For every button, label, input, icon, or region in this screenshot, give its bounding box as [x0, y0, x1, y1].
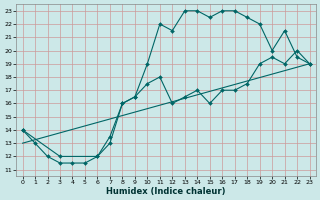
X-axis label: Humidex (Indice chaleur): Humidex (Indice chaleur) [106, 187, 226, 196]
